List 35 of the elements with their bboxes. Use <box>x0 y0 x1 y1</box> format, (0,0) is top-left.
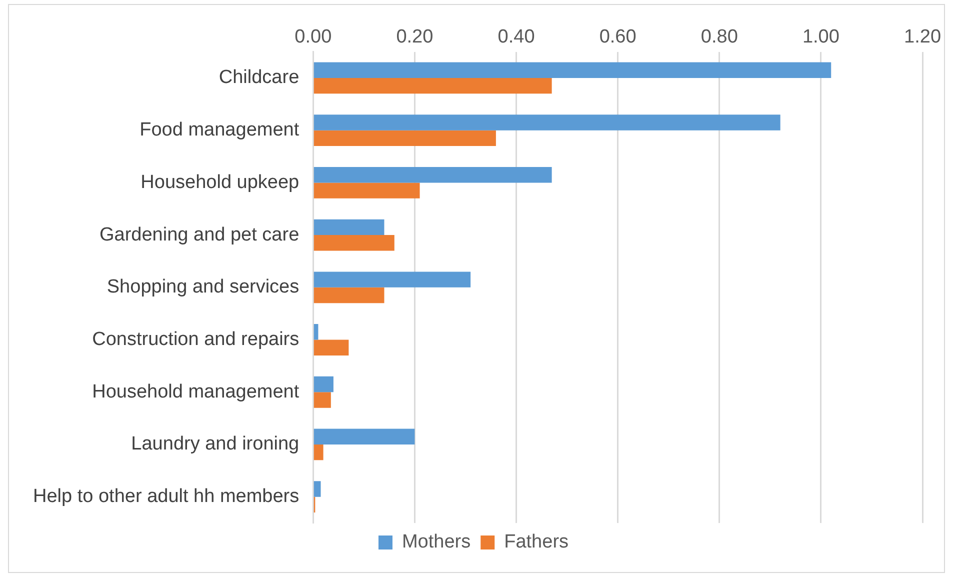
y-tick-label: Construction and repairs <box>92 328 300 350</box>
legend-label: Fathers <box>504 532 569 553</box>
bar <box>314 324 318 340</box>
bar <box>314 78 552 94</box>
bar <box>314 287 384 304</box>
y-tick-label: Household upkeep <box>140 172 300 193</box>
y-tick-label: Shopping and services <box>106 276 300 298</box>
y-tick-label: Help to other adult hh members <box>33 486 300 508</box>
x-tick-label: 0.40 <box>498 26 535 48</box>
y-tick-label: Childcare <box>218 67 300 88</box>
x-tick-label: 0.80 <box>700 26 738 48</box>
bar <box>314 272 471 288</box>
y-tick-label: Laundry and ironing <box>131 434 300 455</box>
x-tick-label: 0.60 <box>599 26 636 48</box>
bar <box>314 340 349 356</box>
x-tick-label: 0.00 <box>294 26 332 48</box>
bar <box>314 130 496 146</box>
bar <box>314 166 552 183</box>
bar <box>314 182 420 198</box>
y-tick-label: Food management <box>140 120 300 141</box>
legend-label: Mothers <box>402 532 471 553</box>
bar <box>314 219 384 236</box>
x-tick-label: 0.20 <box>396 26 434 48</box>
bar <box>314 62 832 78</box>
bar <box>314 376 334 392</box>
bar <box>314 235 394 251</box>
x-tick-label: 1.20 <box>904 26 941 48</box>
bar <box>314 392 331 408</box>
bar <box>314 444 324 460</box>
y-tick-label: Gardening and pet care <box>100 224 300 246</box>
bar <box>314 428 415 444</box>
bar <box>314 481 321 497</box>
x-tick-label: 1.00 <box>802 26 840 48</box>
bar <box>314 114 780 130</box>
y-tick-label: Household management <box>92 381 300 402</box>
